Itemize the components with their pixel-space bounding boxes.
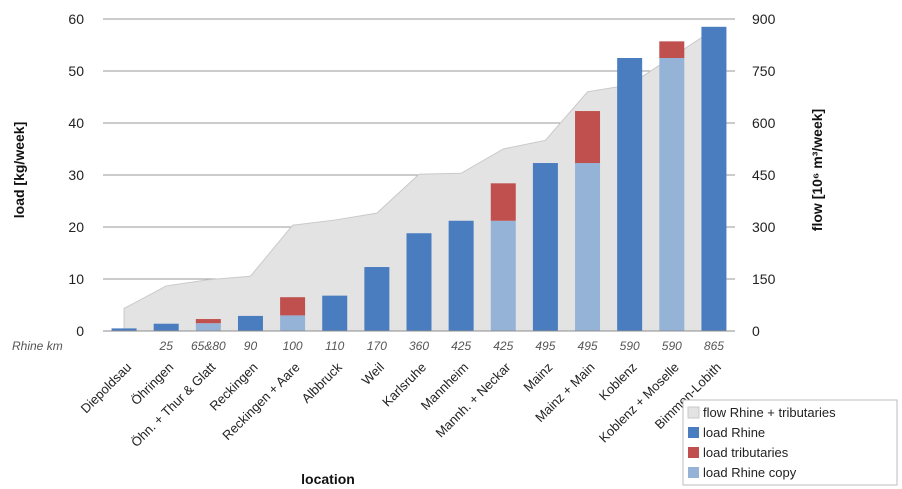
legend-box (682, 399, 898, 486)
legend-label: load tributaries (703, 445, 789, 460)
category-label: Albbruck (298, 359, 345, 406)
legend-swatch (688, 447, 699, 458)
bar-load-rhine (617, 58, 643, 331)
rhine-km-labels: Rhine km 25 65&80 90 100 110 170 360 425 425 495 49… (12, 339, 724, 353)
km-label: 425 (493, 339, 513, 353)
km-row-label: Rhine km (12, 339, 63, 353)
bar-load-rhine (532, 163, 558, 331)
legend-swatch (687, 406, 700, 419)
bar-load-rhine (237, 315, 263, 331)
legend-label: load Rhine copy (703, 465, 797, 480)
km-label: 495 (535, 339, 555, 353)
km-label: 590 (662, 339, 682, 353)
bar-load-tributaries (195, 319, 221, 324)
bar-load-tributaries (280, 297, 306, 316)
bars (111, 26, 727, 332)
legend-label: load Rhine (703, 425, 765, 440)
bar-load-rhine-copy (575, 163, 601, 331)
bar-load-rhine (406, 233, 432, 331)
km-label: 590 (620, 339, 640, 353)
y-left-tick-label: 10 (68, 271, 84, 287)
bar-load-rhine (322, 295, 348, 331)
km-label: 425 (451, 339, 471, 353)
km-label: 170 (367, 339, 387, 353)
bar-load-tributaries (659, 41, 685, 58)
bar-load-rhine (111, 328, 137, 331)
right-tick-labels: 0 150 300 450 600 750 900 (752, 11, 776, 339)
bar-load-rhine (701, 26, 727, 332)
legend: flow Rhine + tributaries load Rhine load t… (682, 399, 898, 486)
category-label: Koblenz + Moselle (596, 360, 682, 446)
km-label: 25 (159, 339, 174, 353)
y-left-tick-label: 30 (68, 167, 84, 183)
km-label: 110 (325, 339, 344, 353)
y-left-tick-label: 60 (68, 11, 84, 27)
left-tick-labels: 0 10 20 30 40 50 60 (68, 11, 84, 339)
category-label: Reckingen + Aare (219, 360, 302, 443)
y-axis-left-title: load [kg/week] (11, 122, 27, 218)
y-right-tick-label: 600 (752, 115, 776, 131)
km-label: 90 (244, 339, 258, 353)
y-right-tick-label: 750 (752, 63, 776, 79)
bar-load-rhine-copy (280, 315, 306, 331)
km-label: 360 (409, 339, 429, 353)
legend-label: flow Rhine + tributaries (703, 405, 836, 420)
legend-swatch (688, 427, 699, 438)
y-right-tick-label: 900 (752, 11, 776, 27)
category-label: Weil (359, 359, 387, 387)
y-left-tick-label: 20 (68, 219, 84, 235)
bar-load-rhine-copy (659, 58, 685, 331)
km-label: 865 (704, 339, 724, 353)
bar-load-tributaries (490, 183, 516, 221)
category-label: Mainz (520, 360, 555, 395)
y-right-tick-label: 150 (752, 271, 776, 287)
category-label: Mannh. + Neckar (433, 359, 514, 440)
bar-load-rhine-copy (195, 323, 221, 331)
bar-load-rhine (364, 267, 390, 331)
x-axis-title: location (301, 471, 355, 487)
bar-load-rhine (448, 220, 474, 331)
y-left-tick-label: 50 (68, 63, 84, 79)
y-right-tick-label: 450 (752, 167, 776, 183)
y-right-tick-label: 0 (752, 323, 760, 339)
y-right-tick-label: 300 (752, 219, 776, 235)
category-label: Diepoldsau (78, 360, 135, 417)
bar-load-rhine-copy (490, 220, 516, 331)
y-axis-right-title: flow [10⁶ m³/week] (809, 109, 825, 231)
km-label: 65&80 (191, 339, 226, 353)
y-left-tick-label: 40 (68, 115, 84, 131)
y-left-tick-label: 0 (76, 323, 84, 339)
bar-load-rhine (153, 323, 179, 331)
bar-load-tributaries (575, 111, 601, 164)
km-label: 495 (578, 339, 598, 353)
km-label: 100 (283, 339, 303, 353)
legend-swatch (688, 467, 699, 478)
